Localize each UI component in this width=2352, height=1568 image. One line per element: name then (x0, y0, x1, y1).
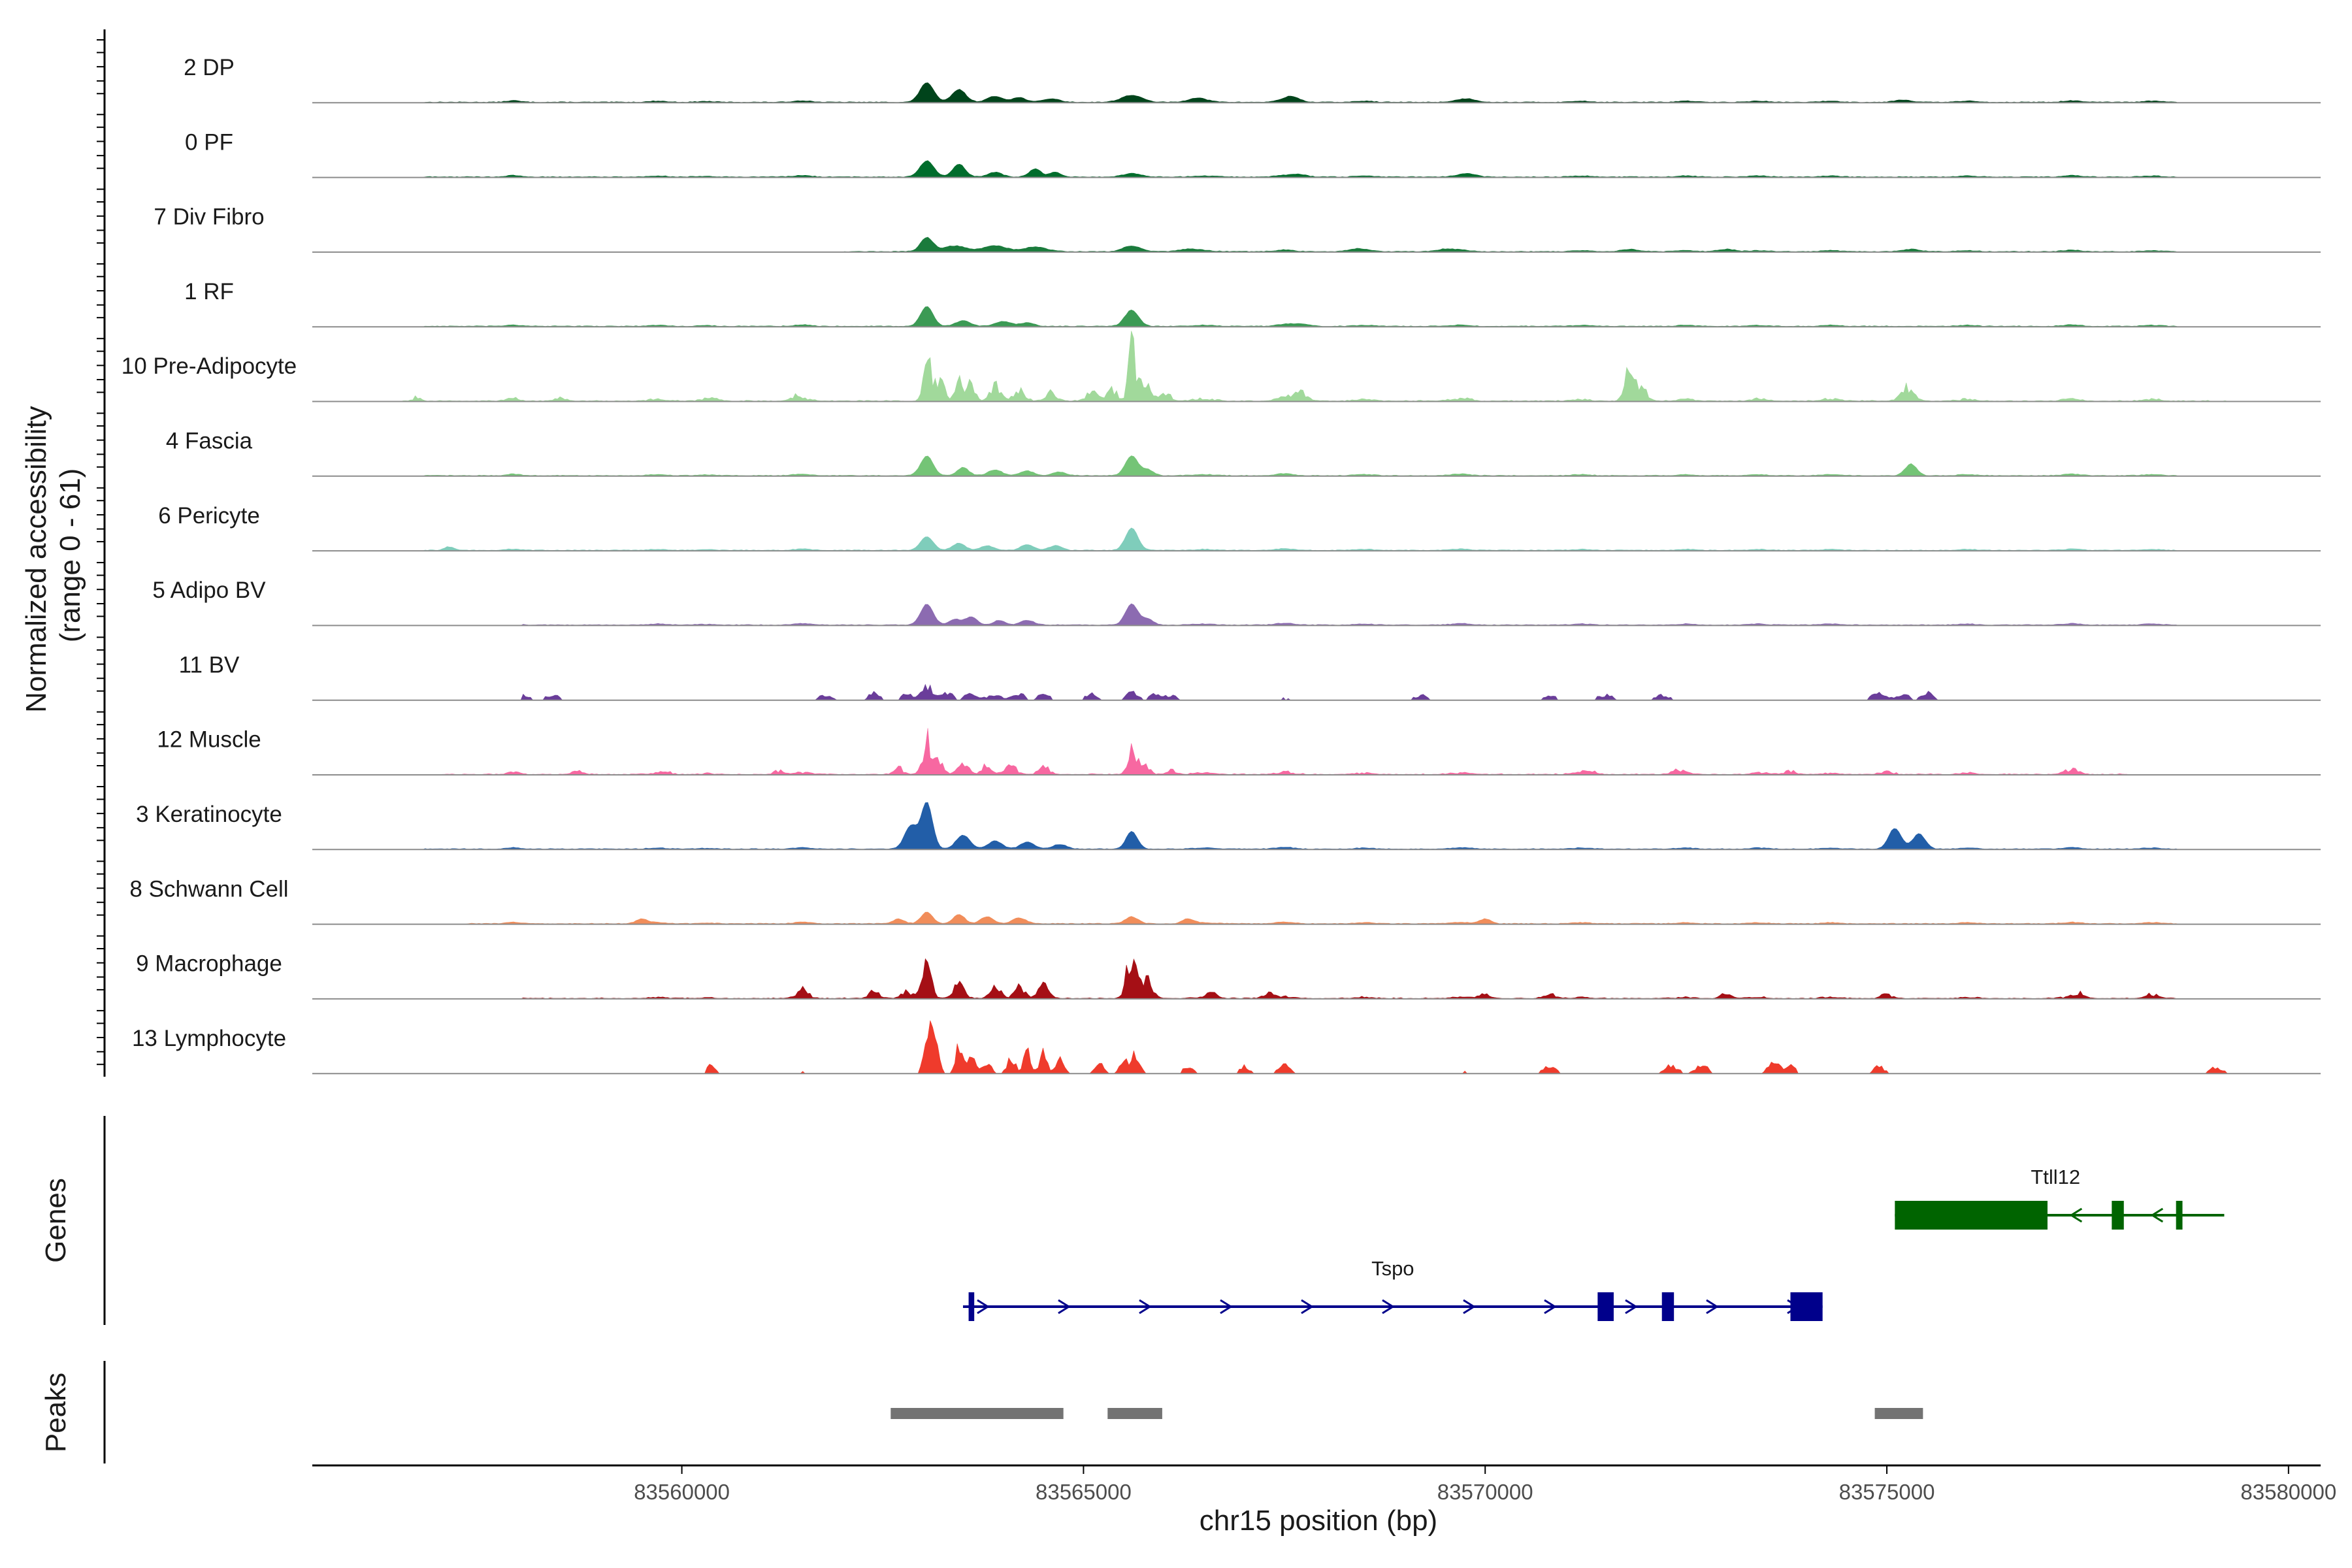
strand-arrow (1058, 1299, 1071, 1315)
coverage-y-ticks (97, 39, 105, 1066)
strand-arrow (1139, 1299, 1152, 1315)
track-10: 12 Muscle (157, 727, 2321, 776)
genes-panel: Genes Ttll12 Tspo (40, 1116, 2225, 1325)
track-5: 10 Pre-Adipocyte (122, 331, 2321, 402)
gene-tspo: Tspo (962, 1257, 1823, 1321)
gene-exon (2176, 1201, 2183, 1230)
x-tick-label: 83580000 (2240, 1480, 2336, 1504)
track-coverage-area (312, 911, 2321, 924)
peak-region (1874, 1408, 1923, 1419)
gene-exon (1895, 1201, 2048, 1230)
track-coverage-area (312, 683, 2321, 701)
x-tick-label: 83575000 (1839, 1480, 1935, 1504)
coverage-y-title-line1: Normalized accessibility (20, 406, 52, 712)
strand-arrow (1382, 1299, 1395, 1315)
track-label: 10 Pre-Adipocyte (122, 353, 297, 379)
track-coverage-area (312, 603, 2321, 626)
x-axis-title: chr15 position (bp) (1200, 1505, 1437, 1537)
x-tick-label: 83570000 (1437, 1480, 1533, 1504)
track-coverage-area (312, 237, 2321, 253)
track-12: 8 Schwann Cell (129, 876, 2321, 925)
track-2: 0 PF (185, 129, 2321, 178)
track-label: 4 Fascia (166, 429, 253, 454)
coverage-y-title-line2: (range 0 - 61) (54, 468, 86, 643)
x-axis-ticks: 83560000 83565000 83570000 83575000 83580000 (634, 1465, 2336, 1504)
peak-regions (890, 1408, 1923, 1419)
track-label: 1 RF (184, 279, 234, 304)
track-label: 2 DP (184, 55, 235, 80)
x-tick-label: 83560000 (634, 1480, 730, 1504)
coverage-y-axis: Normalized accessibility (range 0 - 61) (20, 29, 106, 1077)
gene-label: Tspo (1371, 1257, 1414, 1280)
strand-arrow (1625, 1299, 1638, 1315)
x-axis: 83560000 83565000 83570000 83575000 83580000… (312, 1464, 2336, 1537)
gene-exon (968, 1292, 975, 1321)
track-coverage-area (312, 728, 2321, 776)
gene-exon (1661, 1292, 1674, 1321)
gene-ttll12: Ttll12 (1895, 1166, 2225, 1230)
strand-arrow (2150, 1207, 2164, 1223)
track-coverage-area (312, 802, 2321, 850)
strand-arrow (1301, 1299, 1314, 1315)
track-coverage-area (312, 455, 2321, 477)
strand-arrow (1706, 1299, 1719, 1315)
track-1: 2 DP (184, 55, 2321, 104)
track-coverage-area (312, 82, 2321, 103)
peaks-panel: Peaks (40, 1361, 1923, 1463)
gene-models: Ttll12 Tspo (962, 1166, 2225, 1321)
genes-panel-title: Genes (40, 1178, 72, 1263)
coverage-tracks: 2 DP 0 PF 7 Div Fibro 1 RF 10 Pre-Adipocyte 4… (122, 55, 2321, 1075)
x-tick-label: 83565000 (1036, 1480, 1132, 1504)
gene-exon (2112, 1201, 2124, 1230)
peaks-panel-title: Peaks (40, 1373, 72, 1452)
peak-region (890, 1408, 1064, 1419)
coverage-y-axis-title: Normalized accessibility (range 0 - 61) (20, 398, 86, 713)
track-label: 13 Lymphocyte (132, 1026, 286, 1051)
gene-exon (1597, 1292, 1614, 1321)
track-coverage-area (312, 306, 2321, 327)
track-label: 0 PF (185, 129, 233, 155)
track-coverage-area (312, 1020, 2321, 1074)
track-label: 8 Schwann Cell (129, 876, 288, 902)
track-label: 7 Div Fibro (154, 204, 264, 230)
track-4: 1 RF (184, 279, 2321, 328)
track-coverage-area (312, 958, 2321, 1000)
track-8: 5 Adipo BV (152, 578, 2321, 627)
track-coverage-area (312, 331, 2321, 402)
track-label: 3 Keratinocyte (136, 802, 282, 827)
strand-arrow (1544, 1299, 1557, 1315)
strand-arrow (977, 1299, 990, 1315)
gene-exon (1790, 1292, 1823, 1321)
peak-region (1107, 1408, 1162, 1419)
track-label: 12 Muscle (157, 727, 261, 753)
track-7: 6 Pericyte (158, 503, 2321, 552)
track-13: 9 Macrophage (136, 951, 2321, 1000)
track-label: 5 Adipo BV (152, 578, 266, 603)
strand-arrow (1220, 1299, 1233, 1315)
track-label: 9 Macrophage (136, 951, 282, 977)
track-11: 3 Keratinocyte (136, 802, 2321, 851)
gene-label: Ttll12 (2031, 1166, 2080, 1188)
track-3: 7 Div Fibro (154, 204, 2321, 253)
strand-arrow (2069, 1207, 2083, 1223)
track-9: 11 BV (179, 652, 2321, 701)
track-label: 11 BV (179, 652, 240, 678)
track-14: 13 Lymphocyte (132, 1020, 2321, 1075)
track-coverage-area (312, 160, 2321, 178)
track-6: 4 Fascia (166, 429, 2321, 477)
strand-arrow (1463, 1299, 1476, 1315)
track-label: 6 Pericyte (158, 503, 260, 529)
track-coverage-area (312, 527, 2321, 551)
